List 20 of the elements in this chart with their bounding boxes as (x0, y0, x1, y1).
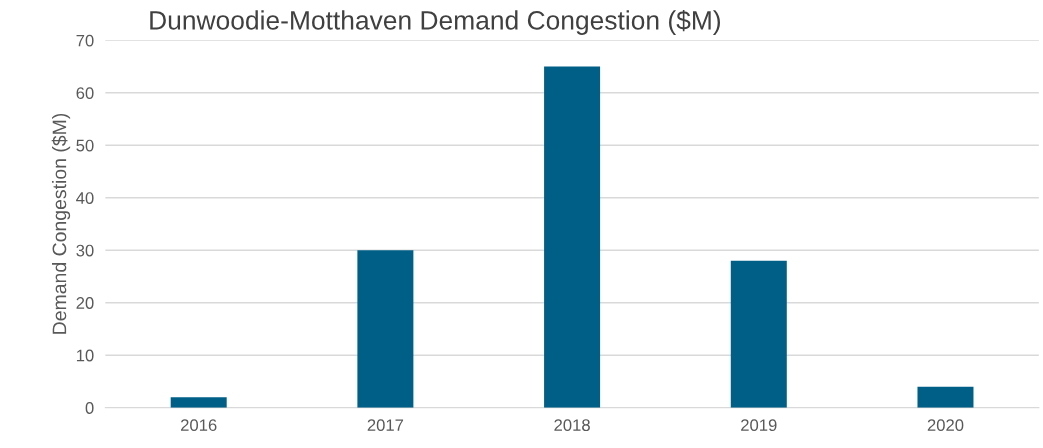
x-tick-label: 2019 (741, 419, 777, 432)
y-tick-label: 60 (76, 87, 94, 99)
bar (917, 386, 974, 408)
y-axis-title: Demand Congestion ($M) (51, 113, 71, 334)
x-tick-label: 2017 (367, 419, 404, 432)
x-tick-label: 2016 (180, 419, 217, 432)
y-tick-label: 50 (76, 139, 94, 152)
y-tick-label: 0 (85, 402, 94, 414)
y-tick-label: 40 (76, 192, 94, 204)
bar (357, 250, 414, 408)
y-tick-label: 70 (76, 34, 94, 47)
bar (730, 260, 787, 408)
y-tick-label: 10 (76, 349, 94, 362)
chart-title: Dunwoodie-Motthaven Demand Congestion ($M) (150, 9, 720, 35)
y-tick-label: 30 (76, 244, 94, 257)
bar (544, 66, 601, 408)
x-tick-label: 2020 (927, 419, 964, 432)
y-tick-label: 20 (76, 297, 94, 309)
x-tick-label: 2018 (554, 419, 590, 432)
bar (170, 397, 227, 408)
